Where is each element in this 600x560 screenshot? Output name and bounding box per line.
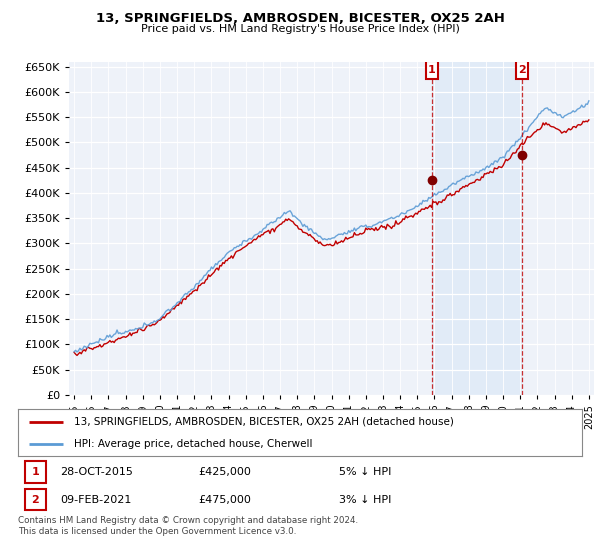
Text: £425,000: £425,000: [199, 467, 251, 477]
Text: 2: 2: [32, 494, 40, 505]
Text: 1: 1: [32, 467, 40, 477]
Text: 13, SPRINGFIELDS, AMBROSDEN, BICESTER, OX25 2AH: 13, SPRINGFIELDS, AMBROSDEN, BICESTER, O…: [95, 12, 505, 25]
Text: Contains HM Land Registry data © Crown copyright and database right 2024.
This d: Contains HM Land Registry data © Crown c…: [18, 516, 358, 536]
Bar: [515, 60, 527, 80]
Text: 09-FEB-2021: 09-FEB-2021: [60, 494, 131, 505]
Bar: [25, 489, 46, 510]
Text: 28-OCT-2015: 28-OCT-2015: [60, 467, 133, 477]
Text: 13, SPRINGFIELDS, AMBROSDEN, BICESTER, OX25 2AH (detached house): 13, SPRINGFIELDS, AMBROSDEN, BICESTER, O…: [74, 417, 454, 427]
Text: HPI: Average price, detached house, Cherwell: HPI: Average price, detached house, Cher…: [74, 438, 313, 449]
Text: £475,000: £475,000: [199, 494, 251, 505]
Text: 5% ↓ HPI: 5% ↓ HPI: [340, 467, 392, 477]
Bar: [431, 62, 521, 395]
Text: 2: 2: [518, 65, 526, 75]
Bar: [425, 60, 437, 80]
Bar: [25, 461, 46, 483]
Text: 1: 1: [428, 65, 436, 75]
Text: Price paid vs. HM Land Registry's House Price Index (HPI): Price paid vs. HM Land Registry's House …: [140, 24, 460, 34]
Text: 3% ↓ HPI: 3% ↓ HPI: [340, 494, 392, 505]
